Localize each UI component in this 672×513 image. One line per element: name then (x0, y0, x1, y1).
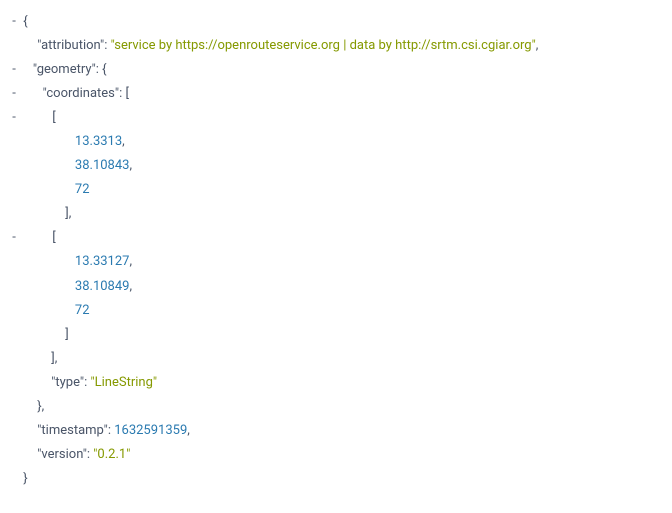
json-line: - "geometry": { (8, 58, 664, 82)
json-line: "attribution": "service by https://openr… (8, 34, 664, 58)
json-number: 13.33127 (75, 254, 130, 269)
comma: , (122, 134, 125, 149)
json-line: - [ (8, 226, 664, 250)
collapse-toggle[interactable]: - (8, 58, 20, 82)
open-bracket: [ (52, 110, 55, 125)
comma: , (42, 399, 45, 414)
comma: , (187, 423, 190, 438)
json-line: 38.10843, (8, 154, 664, 178)
comma: , (129, 279, 132, 294)
json-number: 38.10843 (75, 158, 130, 173)
json-viewer: - { "attribution": "service by https://o… (8, 10, 664, 491)
json-line: } (8, 467, 664, 491)
json-line: ], (8, 347, 664, 371)
json-key-type: "type" (51, 375, 84, 390)
comma: , (129, 254, 132, 269)
json-line: ] (8, 323, 664, 347)
comma: , (536, 38, 539, 53)
json-number: 13.3313 (75, 134, 122, 149)
json-number: 38.10849 (75, 279, 130, 294)
close-brace: } (23, 471, 27, 486)
json-line: - { (8, 10, 664, 34)
collapse-toggle[interactable]: - (8, 226, 20, 250)
comma: , (69, 206, 72, 221)
json-line: }, (8, 395, 664, 419)
open-brace: { (23, 14, 27, 29)
json-line: ], (8, 202, 664, 226)
json-string-value: "service by https://openrouteservice.org… (111, 38, 536, 53)
json-string-value: "LineString" (90, 375, 157, 390)
open-bracket: [ (52, 230, 55, 245)
json-line: - [ (8, 106, 664, 130)
comma: , (55, 351, 58, 366)
json-line: - "coordinates": [ (8, 82, 664, 106)
json-key-coordinates: "coordinates" (43, 86, 119, 101)
json-string-value: "0.2.1" (93, 447, 130, 462)
json-line: 72 (8, 299, 664, 323)
collapse-toggle[interactable]: - (8, 106, 20, 130)
json-line: 13.3313, (8, 130, 664, 154)
json-number: 1632591359 (114, 423, 187, 438)
json-number: 72 (75, 182, 90, 197)
json-line: "version": "0.2.1" (8, 443, 664, 467)
json-line: 13.33127, (8, 250, 664, 274)
json-line: 72 (8, 178, 664, 202)
open-bracket: [ (125, 86, 128, 101)
json-line: "timestamp": 1632591359, (8, 419, 664, 443)
close-bracket: ] (65, 327, 68, 342)
json-line: 38.10849, (8, 275, 664, 299)
comma: , (129, 158, 132, 173)
json-key-version: "version" (37, 447, 87, 462)
collapse-toggle[interactable]: - (8, 82, 20, 106)
json-key-timestamp: "timestamp" (37, 423, 108, 438)
json-number: 72 (75, 303, 90, 318)
open-brace: { (102, 62, 106, 77)
json-key-attribution: "attribution" (37, 38, 104, 53)
json-key-geometry: "geometry" (33, 62, 96, 77)
collapse-toggle[interactable]: - (8, 10, 20, 34)
json-line: "type": "LineString" (8, 371, 664, 395)
